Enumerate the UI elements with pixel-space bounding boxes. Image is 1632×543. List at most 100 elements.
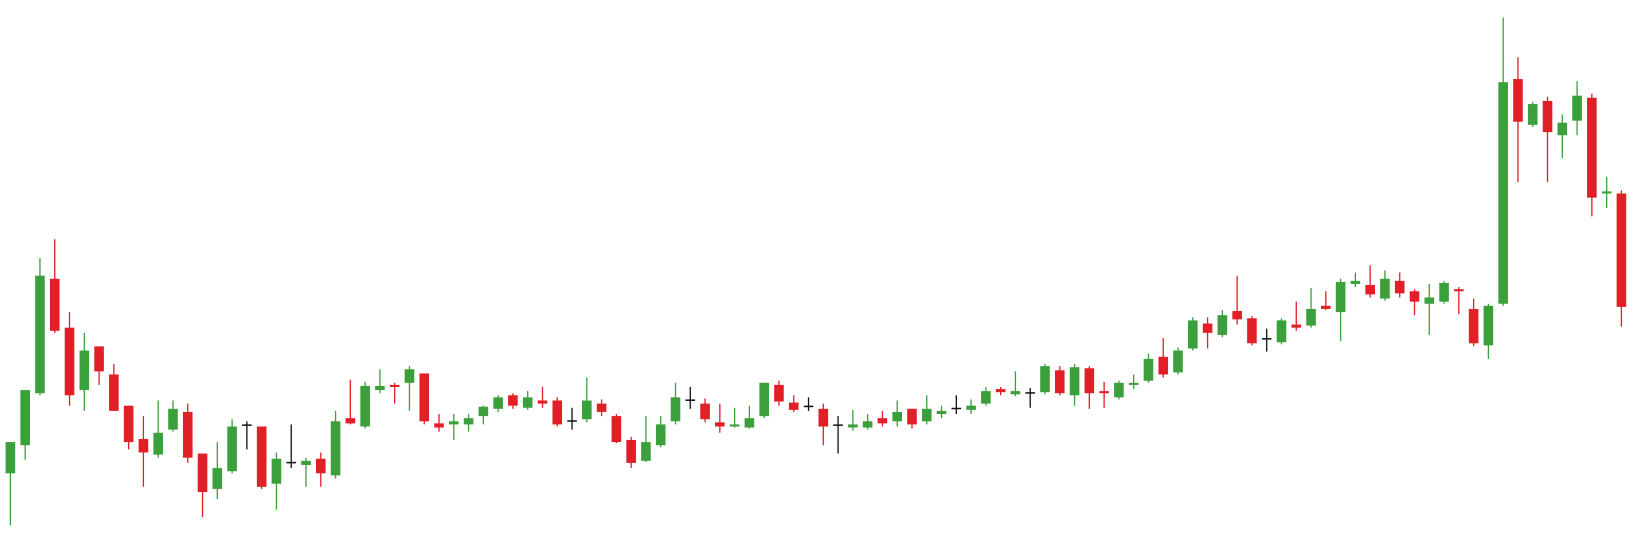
candle-body [641,442,651,461]
candle-body [862,421,873,428]
candle-body [818,408,829,427]
candle-body [567,420,577,422]
candle-body [345,418,356,424]
candle-body [138,438,149,453]
candle-body [1439,282,1449,302]
candle-body [936,410,947,415]
candle-body [596,403,607,412]
candle-body [655,424,666,446]
candle-body [685,399,696,401]
candle-body [1158,356,1169,375]
candle-body [493,397,503,409]
candle-body [744,418,755,428]
candle-body [256,426,267,487]
candle-body [153,432,163,455]
candle-body [212,468,223,489]
candle-body [833,424,843,426]
candle-body [1188,320,1198,349]
candle-body [1483,305,1494,346]
candle-body [552,400,563,425]
candle-body [981,391,991,404]
candle-body [1350,280,1361,284]
candle-body [1394,280,1405,294]
candle-body [79,350,90,391]
candle-body [1173,350,1183,373]
candle-body [1587,97,1597,198]
candle-body [522,397,533,408]
candle-body [1572,95,1582,121]
candle-body [1616,193,1627,307]
candle-body [1527,104,1538,125]
candle-body [877,418,888,424]
candle-body [1143,358,1154,381]
candle-body [1424,297,1435,304]
candle-body [168,408,178,430]
candle-body [951,407,962,410]
candle-body [64,327,75,396]
candle-body [537,400,548,404]
candle-body [1025,392,1036,394]
candle-body [109,374,119,411]
candle-body [788,402,799,410]
candle-body [1010,391,1021,395]
candle-body [700,403,710,420]
candle-body [375,385,385,391]
candle-body [1380,278,1390,299]
candle-body [1291,324,1302,328]
candle-body [848,424,858,428]
candle-body [1084,368,1095,394]
candle-body [1335,281,1346,313]
candle-body [582,400,592,420]
candle-body [5,442,16,474]
candle-body [227,426,237,472]
candle-body [1557,122,1568,136]
candle-body [404,369,415,383]
candle-body [182,411,193,458]
candle-body [1128,382,1139,385]
candle-body [1099,391,1109,394]
candle-body [1232,311,1242,320]
candle-body [1276,320,1287,343]
candle-body [1054,370,1065,394]
candle-body [626,440,636,463]
candle-body [995,389,1006,393]
candle-body [463,418,474,425]
candle-body [1069,367,1080,396]
candle-body [449,421,459,425]
candle-body [1040,366,1050,393]
candle-body [271,458,282,484]
candle-body [774,384,784,402]
candle-body [1468,308,1479,344]
candle-body [123,405,134,443]
candle-body [1247,318,1257,344]
candle-body [1498,82,1508,304]
candle-body [1321,305,1331,309]
candle-body [1217,315,1228,335]
candle-body [759,382,769,417]
candle-body [1202,323,1213,333]
candle-body [197,453,208,493]
candle-body [921,408,932,422]
candle-body [966,405,976,410]
candle-body [729,424,740,427]
candle-body [907,408,917,425]
candle-body [35,275,45,394]
candle-body [670,397,681,422]
candle-body [315,458,326,474]
candle-body [242,424,252,426]
candle-body [1114,382,1124,398]
candle-body [1542,100,1553,133]
candle-body [419,373,430,422]
candle-body [389,384,400,387]
candle-body [1601,191,1612,194]
candle-body [508,395,518,406]
candle-body [1409,291,1420,302]
candle-body [94,346,104,372]
candle-body [892,411,902,422]
candle-body [434,423,444,428]
candle-body [715,422,725,427]
candle-body [1261,338,1272,340]
candle-body [301,460,311,465]
candle-body [49,278,60,331]
